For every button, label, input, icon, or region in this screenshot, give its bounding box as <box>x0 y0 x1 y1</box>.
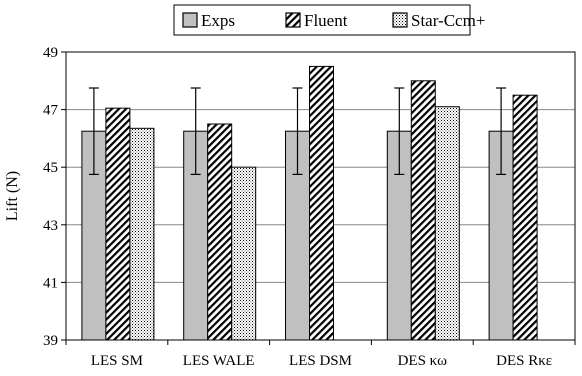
y-tick-label: 43 <box>43 218 58 234</box>
y-tick-label: 47 <box>43 103 59 119</box>
chart-legend: Exps Fluent Star-Ccm+ <box>173 4 485 36</box>
x-tick-label: DES κω <box>398 353 448 369</box>
legend-swatch-exps <box>182 12 198 28</box>
bar-star-ccm-des <box>434 106 460 341</box>
legend-label-fluent: Fluent <box>304 11 348 30</box>
legend-box <box>173 4 471 36</box>
plot-area <box>65 51 576 341</box>
bar-fluent-les-wale <box>207 123 233 341</box>
plot-frame <box>65 51 576 341</box>
legend-label-exps: Exps <box>201 11 235 30</box>
legend-swatch-star-ccm <box>392 12 408 28</box>
x-tick-label: DES Rκε <box>496 353 552 369</box>
legend-label-star-ccm: Star-Ccm+ <box>411 11 485 30</box>
bar-star-ccm-les-sm <box>129 127 155 341</box>
y-tick-label: 41 <box>43 275 58 291</box>
bar-star-ccm-les-wale <box>231 166 257 341</box>
y-tick-label: 45 <box>43 160 58 176</box>
y-tick-label: 39 <box>43 333 58 349</box>
legend-swatch-fluent <box>285 12 301 28</box>
x-tick-label: LES SM <box>91 353 143 369</box>
x-tick-label: LES DSM <box>289 353 352 369</box>
bar-fluent-des <box>410 80 436 341</box>
y-axis-label: Lift (N) <box>4 171 21 221</box>
y-tick-label: 49 <box>43 45 58 61</box>
bar-fluent-les-dsm <box>309 65 334 341</box>
bar-fluent-des-r <box>512 94 538 341</box>
x-tick-label: LES WALE <box>183 353 255 369</box>
bar-fluent-les-sm <box>105 107 131 341</box>
